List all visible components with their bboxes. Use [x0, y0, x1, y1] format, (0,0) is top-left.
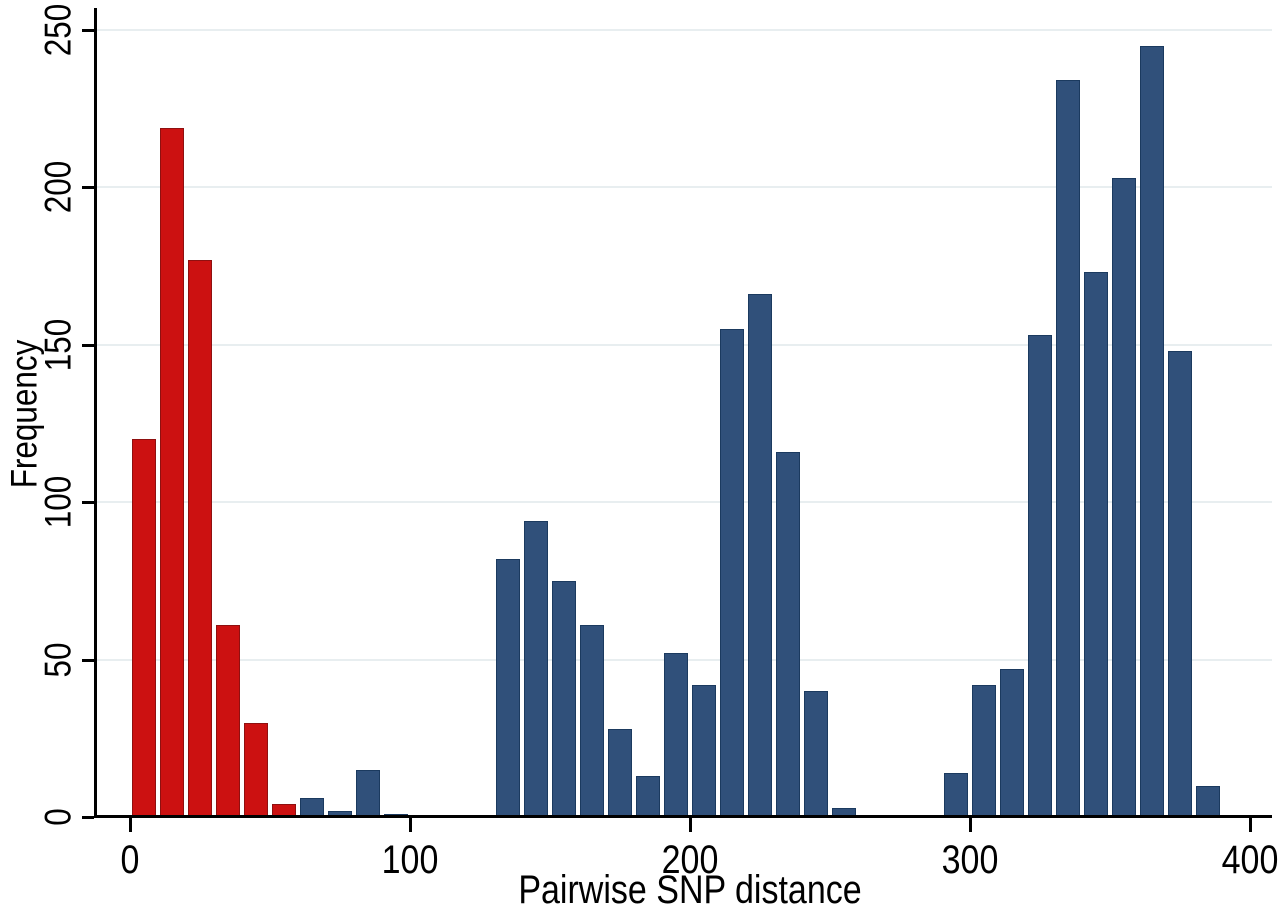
histogram-bar [132, 439, 156, 817]
histogram-bar [748, 294, 772, 817]
histogram-bar [552, 581, 576, 817]
x-tick-label: 200 [661, 838, 719, 882]
histogram-bar [1168, 351, 1192, 817]
gridline [97, 501, 1272, 504]
x-tick [409, 818, 412, 832]
y-tick-label: 200 [37, 161, 79, 214]
x-tick-label: 300 [941, 838, 999, 882]
x-tick [129, 818, 132, 832]
x-tick [1249, 818, 1252, 832]
y-tick-label: 250 [37, 3, 79, 57]
y-tick [82, 658, 94, 662]
histogram-bar [160, 128, 184, 817]
histogram-bar [608, 729, 632, 817]
y-tick [82, 501, 94, 505]
y-tick [82, 816, 94, 819]
histogram-bar [664, 653, 688, 817]
gridline [97, 343, 1272, 346]
histogram-bar [692, 685, 716, 817]
histogram-bar [1084, 272, 1108, 817]
histogram-bar [300, 798, 324, 817]
histogram-bar [1196, 786, 1220, 817]
histogram-bar [216, 625, 240, 817]
y-tick-label: 100 [37, 475, 79, 529]
histogram-bar [272, 804, 296, 817]
histogram-bar [1140, 46, 1164, 817]
x-axis-line [94, 815, 1272, 818]
histogram-bar [636, 776, 660, 817]
histogram-bar [776, 452, 800, 817]
histogram-bar [328, 811, 352, 817]
histogram-bar [972, 685, 996, 817]
histogram-bar [580, 625, 604, 817]
histogram-bar [720, 329, 744, 817]
histogram-bar [1056, 80, 1080, 817]
y-axis-line [94, 8, 97, 818]
y-tick [82, 29, 94, 32]
x-axis-title: Pairwise SNP distance [518, 868, 862, 908]
x-tick-label: 100 [381, 838, 439, 882]
y-tick-label: 50 [37, 642, 79, 678]
histogram-bar [832, 808, 856, 817]
y-tick [82, 343, 94, 347]
y-tick [82, 186, 94, 190]
y-tick-label: 0 [37, 808, 79, 826]
histogram-bar [524, 521, 548, 817]
x-tick-label: 400 [1221, 838, 1279, 882]
gridline [97, 186, 1272, 189]
histogram-bar [356, 770, 380, 817]
histogram-bar [188, 260, 212, 817]
x-tick [689, 818, 692, 832]
histogram-bar [244, 723, 268, 817]
gridline [97, 29, 1272, 31]
x-tick-label: 0 [120, 838, 140, 882]
histogram-bar [1112, 178, 1136, 817]
histogram-bar [804, 691, 828, 817]
histogram-bar [496, 559, 520, 817]
histogram-bar [944, 773, 968, 817]
y-axis-title: Frequency [3, 339, 45, 489]
histogram-bar [1000, 669, 1024, 817]
y-tick-label: 150 [37, 318, 79, 372]
histogram-bar [1028, 335, 1052, 817]
x-tick [969, 818, 972, 832]
